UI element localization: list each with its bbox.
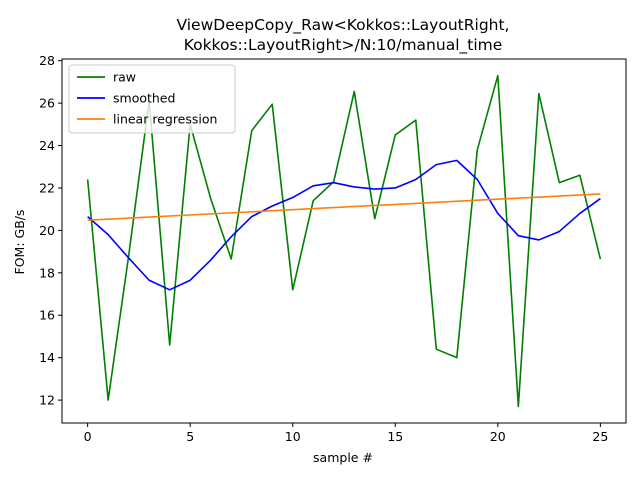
x-tick-label: 5 — [186, 429, 194, 444]
y-tick-label: 12 — [39, 393, 55, 408]
y-axis: 12 14 16 18 20 22 24 26 28 — [39, 53, 62, 408]
y-axis-label: FOM: GB/s — [12, 210, 27, 275]
chart-title-line-1: ViewDeepCopy_Raw<Kokkos::LayoutRight, — [176, 16, 509, 35]
x-tick-label: 15 — [387, 429, 403, 444]
series-layer — [86, 74, 602, 408]
x-tick-label: 20 — [490, 429, 506, 444]
y-tick-label: 24 — [39, 138, 55, 153]
y-tick-label: 14 — [39, 350, 55, 365]
chart-title-line-2: Kokkos::LayoutRight>/N:10/manual_time — [184, 36, 503, 55]
legend-box — [68, 64, 236, 134]
legend-label: linear regression — [113, 112, 217, 127]
axes-frame — [61, 58, 627, 424]
x-tick-label: 25 — [592, 429, 608, 444]
x-tick-label: 10 — [285, 429, 301, 444]
x-axis: 0 5 10 15 20 25 — [84, 423, 608, 444]
y-tick-label: 18 — [39, 265, 55, 280]
y-tick-label: 28 — [39, 53, 55, 68]
y-tick-label: 20 — [39, 223, 55, 238]
x-tick-label: 0 — [84, 429, 92, 444]
y-tick-label: 22 — [39, 180, 55, 195]
series-line-linear-regression — [87, 193, 601, 222]
legend: raw smoothed linear regression — [68, 64, 236, 134]
legend-label: raw — [113, 70, 136, 85]
legend-label: smoothed — [113, 91, 175, 106]
y-tick-label: 16 — [39, 308, 55, 323]
x-axis-label: sample # — [313, 450, 373, 465]
series-line-raw — [86, 74, 602, 408]
series-line-smoothed — [87, 159, 601, 291]
y-tick-label: 26 — [39, 96, 55, 111]
